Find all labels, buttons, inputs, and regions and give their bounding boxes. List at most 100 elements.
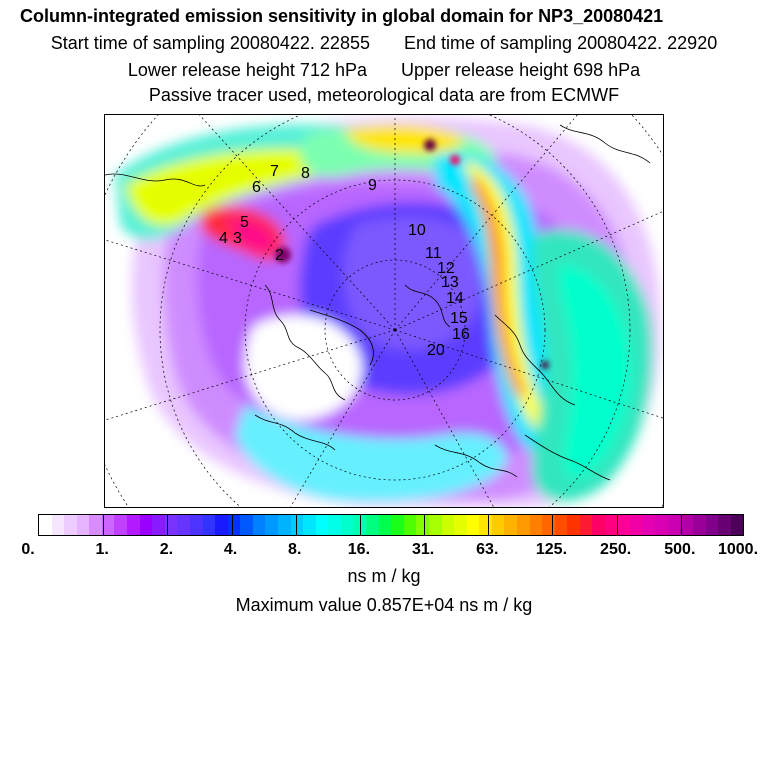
sensitivity-field: [115, 117, 661, 507]
colorbar-segment: [529, 515, 543, 535]
colorbar-segment: [516, 515, 530, 535]
colorbar-divider: [103, 515, 105, 535]
colorbar-segment: [252, 515, 266, 535]
tracer-info-label: Passive tracer used, meteorological data…: [148, 85, 620, 105]
traj-label: 14: [446, 290, 464, 307]
traj-label: 10: [408, 222, 426, 239]
colorbar-segment: [403, 515, 417, 535]
colorbar-segment: [101, 515, 115, 535]
colorbar-segment: [227, 515, 241, 535]
colorbar-tick-label: 2.: [159, 541, 174, 558]
colorbar-divider: [616, 515, 618, 535]
colorbar-segment: [366, 515, 379, 535]
colorbar-segment: [504, 515, 517, 535]
colorbar-segment: [693, 515, 706, 535]
traj-label: 13: [441, 274, 459, 291]
colorbar-divider: [488, 515, 490, 535]
traj-label: 11: [425, 245, 442, 262]
traj-label: 6: [252, 179, 261, 196]
colorbar-segment: [290, 515, 304, 535]
colorbar-divider: [359, 515, 361, 535]
colorbar-segment: [76, 515, 90, 535]
lower-release-label: Lower release height 712 hPa: [127, 60, 367, 80]
colorbar-divider: [552, 515, 554, 535]
colorbar-segment: [617, 515, 631, 535]
colorbar-segment: [655, 515, 668, 535]
plot-title: Column-integrated emission sensitivity i…: [20, 6, 664, 26]
colorbar-divider: [295, 515, 297, 535]
end-time-label: End time of sampling 20080422. 22920: [403, 33, 718, 53]
colorbar-tick-label: 250.: [600, 541, 632, 558]
colorbar-segment: [340, 515, 354, 535]
colorbar-divider: [231, 515, 233, 535]
trajectory-labels: 2 3 4 5 6 7 8 9 10 11 12 13 14 15 16 20: [219, 163, 470, 359]
colorbar-tick-label: 8.: [288, 541, 302, 558]
colorbar-segment: [542, 515, 555, 535]
traj-label: 16: [452, 326, 470, 343]
colorbar-segment: [605, 515, 618, 535]
colorbar-segment: [416, 515, 429, 535]
colorbar-segment: [428, 515, 442, 535]
colorbar-segment: [127, 515, 140, 535]
colorbar-segment: [579, 515, 593, 535]
colorbar-segment: [139, 515, 153, 535]
traj-label: 4: [219, 230, 228, 247]
colorbar-tick-label: 500.: [664, 541, 696, 558]
colorbar-segment: [51, 515, 65, 535]
colorbar-segment: [680, 515, 694, 535]
colorbar-tick-label: 63.: [476, 541, 499, 558]
colorbar-divider: [167, 515, 169, 535]
colorbar-segment: [89, 515, 102, 535]
graticule: [105, 115, 663, 507]
traj-label: 7: [270, 163, 279, 180]
colorbar-segment: [567, 515, 580, 535]
colorbar-segment: [642, 515, 656, 535]
colorbar-tick-label: 1.: [95, 541, 109, 558]
colorbar-segment: [479, 515, 492, 535]
traj-label: 15: [450, 310, 468, 327]
colorbar-segment: [202, 515, 216, 535]
colorbar-tick-label: 0.: [21, 541, 35, 558]
colorbar-divider: [680, 515, 682, 535]
colorbar-segment: [303, 515, 316, 535]
map-svg: 2 3 4 5 6 7 8 9 10 11 12 13 14 15 16 20: [105, 115, 663, 507]
traj-label: 8: [301, 165, 310, 182]
colorbar-segment: [189, 515, 203, 535]
colorbar-divider: [424, 515, 426, 535]
colorbar-segment: [730, 515, 744, 535]
colorbar-segment: [64, 515, 77, 535]
coastlines: [105, 124, 651, 481]
colorbar-segment: [114, 515, 128, 535]
high-sensitivity-spots: [275, 139, 549, 369]
colorbar-segment: [328, 515, 341, 535]
traj-label: 2: [275, 247, 284, 264]
colorbar-segment: [441, 515, 455, 535]
colorbar-segment: [265, 515, 278, 535]
colorbar-segment: [554, 515, 568, 535]
colorbar-segment: [353, 515, 367, 535]
traj-label: 12: [437, 260, 455, 277]
colorbar-tick-label: 16.: [347, 541, 371, 558]
colorbar-segment: [466, 515, 480, 535]
colorbar-segment: [240, 515, 253, 535]
colorbar-segment: [277, 515, 291, 535]
colorbar-segment: [152, 515, 165, 535]
colorbar: [38, 514, 744, 536]
colorbar-segment: [491, 515, 505, 535]
colorbar-segment: [378, 515, 392, 535]
colorbar-segment: [592, 515, 606, 535]
upper-release-label: Upper release height 698 hPa: [401, 60, 641, 80]
colorbar-segment: [315, 515, 329, 535]
maximum-value-label: Maximum value 0.857E+04 ns m / kg: [235, 595, 533, 615]
emission-sensitivity-map: 2 3 4 5 6 7 8 9 10 11 12 13 14 15 16 20: [104, 114, 664, 508]
colorbar-segment: [391, 515, 404, 535]
colorbar-segment: [177, 515, 190, 535]
sampling-time-line: Start time of sampling 20080422. 22855 En…: [0, 32, 768, 54]
colorbar-units-label: ns m / kg: [347, 566, 421, 586]
release-height-line: Lower release height 712 hPa Upper releas…: [0, 59, 768, 81]
colorbar-segment: [454, 515, 467, 535]
colorbar-segment: [215, 515, 228, 535]
traj-label: 9: [368, 177, 377, 194]
colorbar-segment: [705, 515, 719, 535]
traj-label: 5: [240, 214, 249, 231]
